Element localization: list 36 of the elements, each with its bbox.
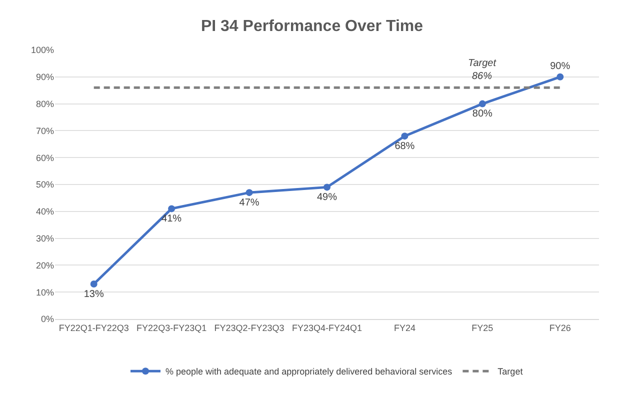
data-label: 90% [550,61,570,72]
y-tick-label: 40% [36,206,54,217]
y-tick-label: 100% [30,45,54,56]
y-tick-label: 70% [36,126,54,136]
x-tick-label: FY22Q1-FY22Q3 [58,322,129,333]
point [168,205,176,212]
point [324,184,330,191]
data-label: 13% [84,288,104,300]
x-tick-label: FY24 [394,322,416,333]
point [478,100,486,108]
data-label: 47% [239,197,260,208]
y-tick-label: 30% [36,233,54,244]
x-tick-label: FY23Q2-FY23Q3 [214,322,284,333]
x-tick-label: FY23Q4-FY24Q1 [292,322,362,333]
data-label: 41% [162,214,182,225]
point [246,189,253,196]
y-tick-label: 60% [36,152,54,163]
data-label: 49% [316,192,338,204]
legend-label: % people with adequate and appropriately delivered behavioral services [166,366,453,377]
y-tick-label: 90% [36,72,54,82]
annotation: Target 86% [468,58,498,82]
y-tick-label: 0% [40,314,54,324]
y-tick-label: 20% [36,260,54,270]
y-tick-label: 50% [36,180,54,190]
legend-label: Target [498,366,524,377]
x-tick-label: FY22Q3-FY23Q1 [136,322,207,333]
data-label: 80% [472,108,493,120]
data-label: 68% [394,140,415,152]
y-tick-label: 80% [36,98,54,109]
point [556,73,564,80]
chart-title: PI 34 Performance Over Time [200,18,424,36]
point [401,132,408,140]
y-tick-label: 10% [36,287,54,298]
point [90,280,98,288]
x-tick-label: FY25 [472,322,494,333]
x-tick-label: FY26 [549,322,571,333]
